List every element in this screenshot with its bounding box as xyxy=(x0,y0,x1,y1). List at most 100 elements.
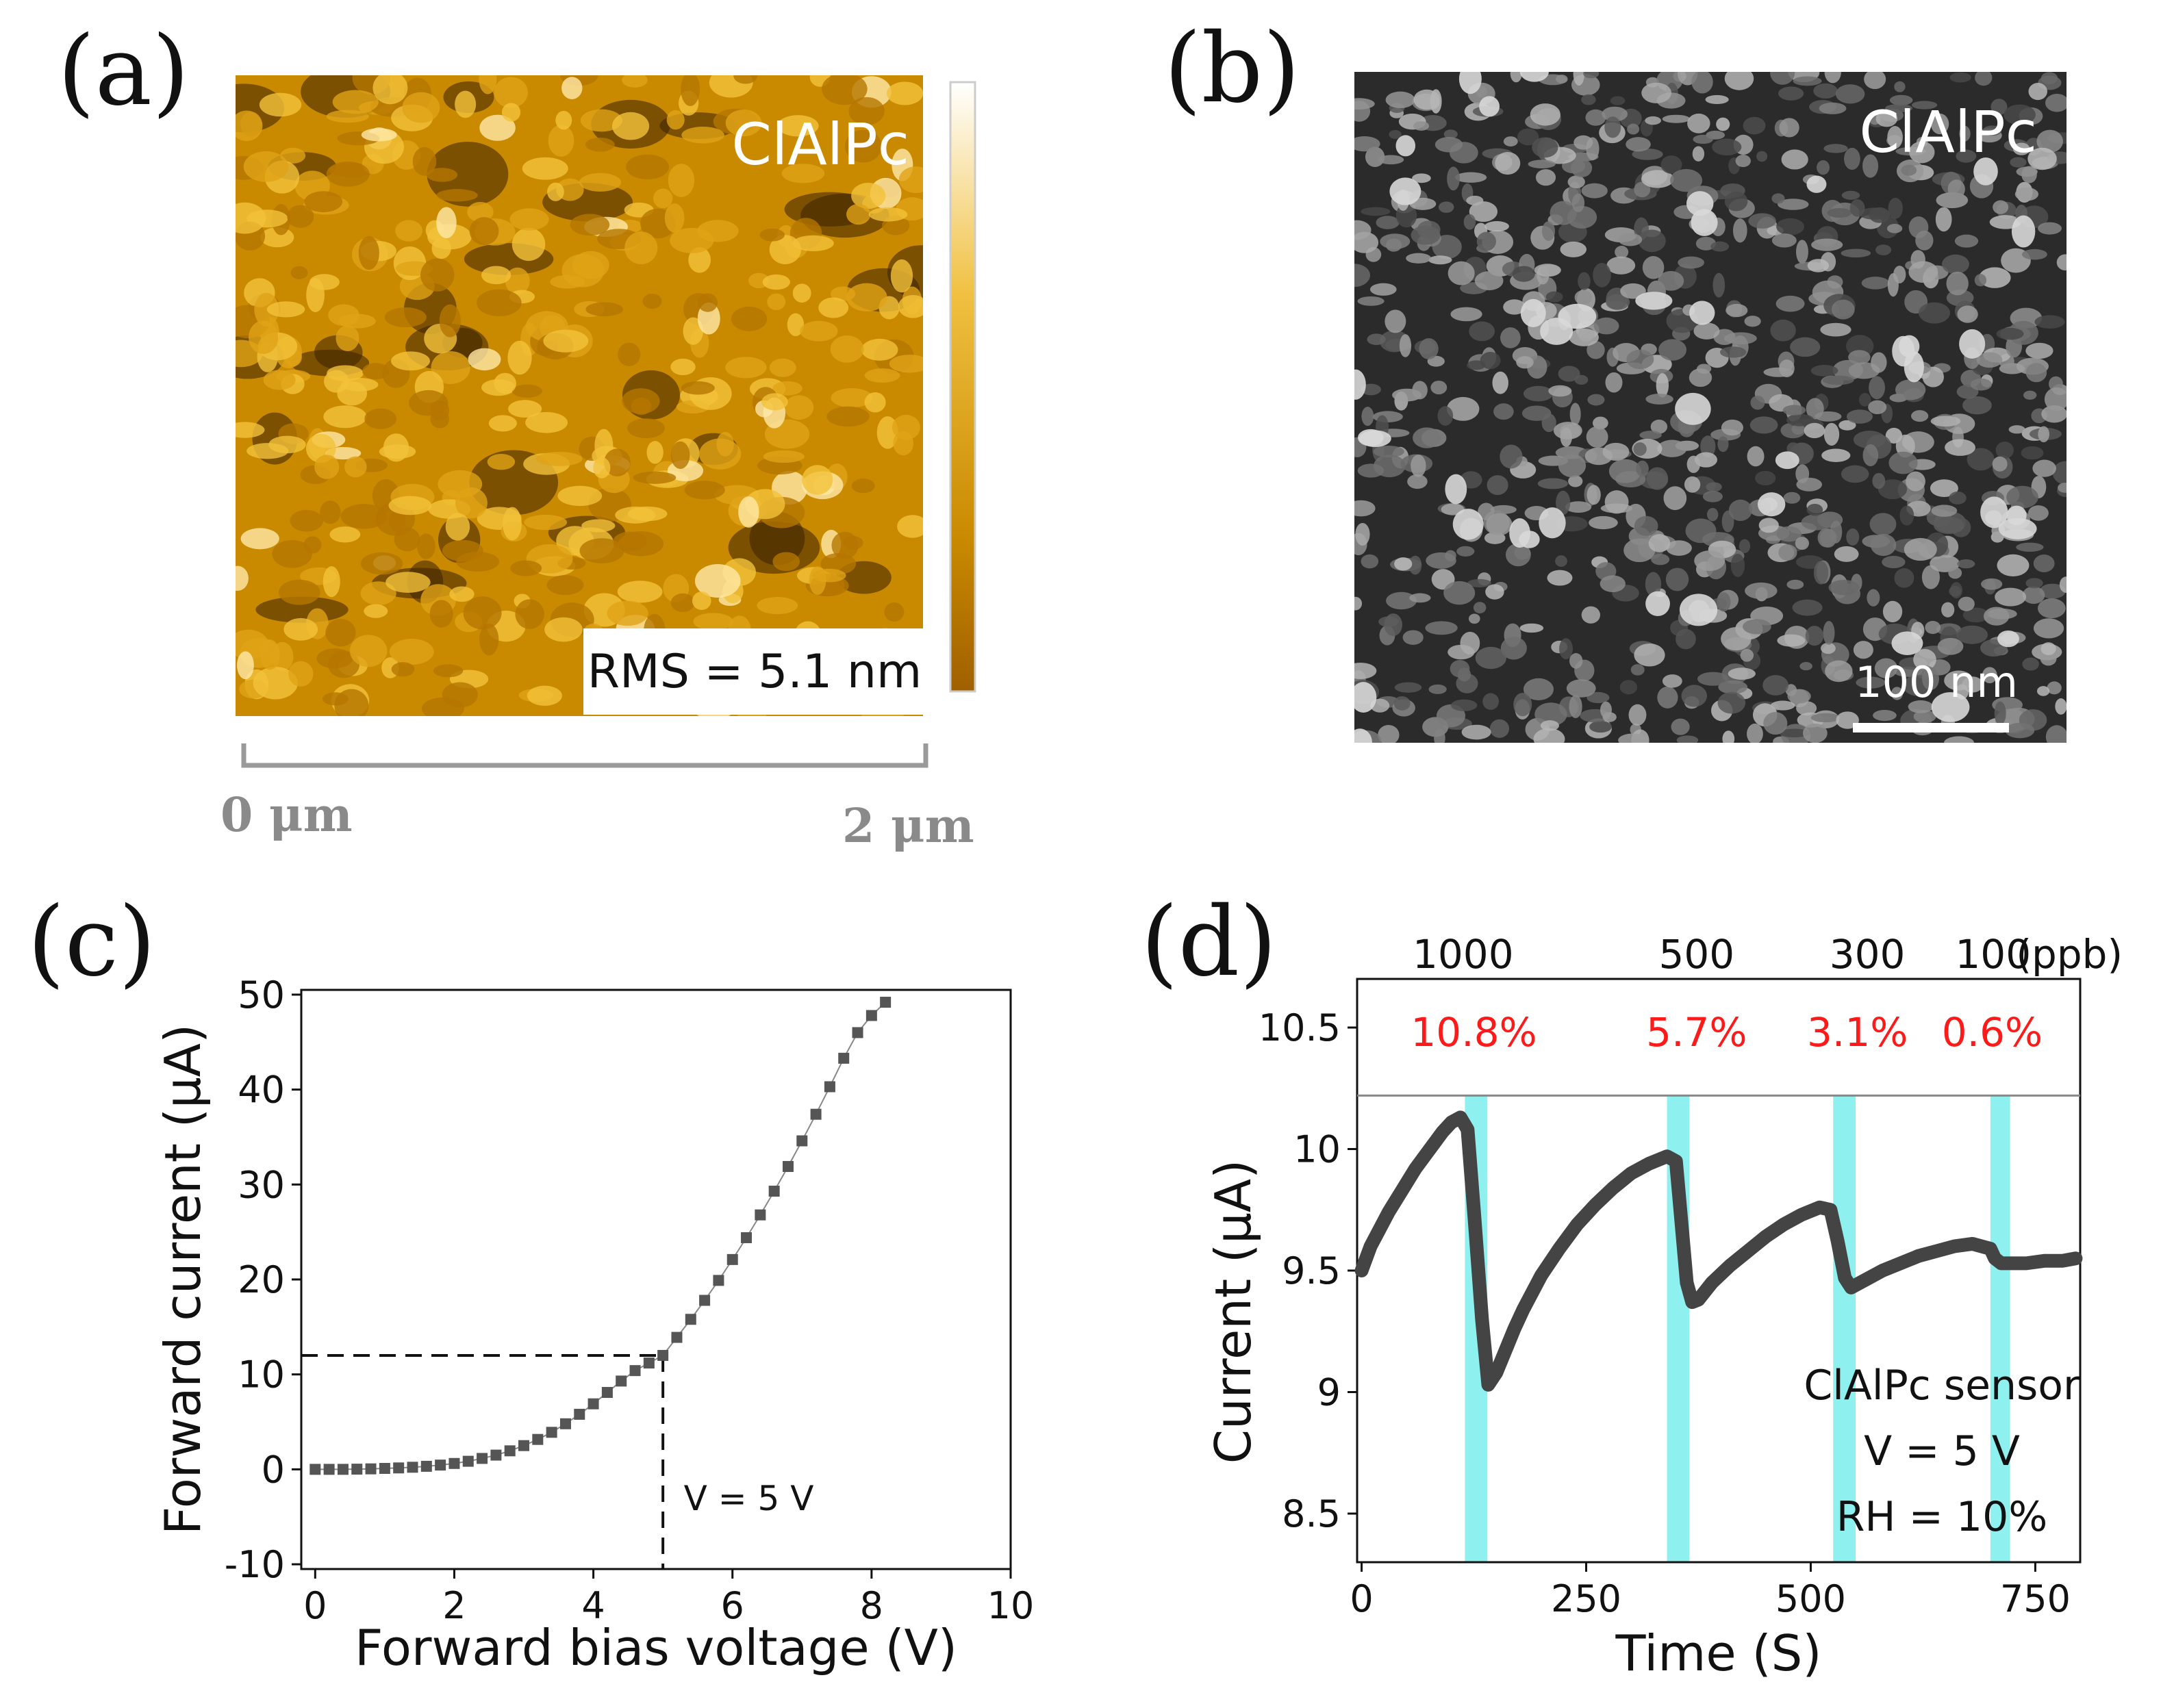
sem-grain xyxy=(1755,470,1776,486)
sem-grain xyxy=(1930,479,1958,498)
sem-grain xyxy=(1615,245,1629,259)
sem-bright-grain xyxy=(1689,301,1715,325)
sem-grain xyxy=(1700,435,1716,458)
sensing-x-tick-label: 500 xyxy=(1775,1577,1846,1620)
sem-grain xyxy=(1745,582,1778,600)
afm-grain xyxy=(509,208,549,231)
sem-grain xyxy=(1469,321,1495,342)
sem-grain xyxy=(1545,291,1563,303)
sem-grain xyxy=(2045,725,2066,743)
afm-grain xyxy=(846,283,887,311)
afm-grain xyxy=(456,552,500,572)
sem-grain xyxy=(1354,264,1371,288)
sem-grain xyxy=(1913,710,1936,724)
sem-grain xyxy=(1610,96,1626,105)
sem-grain xyxy=(1380,233,1411,249)
afm-grain xyxy=(409,390,448,416)
panel-a: (a) ClAlPc RMS = 5.1 nm 0 μm 2 μm xyxy=(58,16,976,854)
sem-grain xyxy=(1858,393,1871,407)
afm-grain xyxy=(455,90,477,118)
sem-grain xyxy=(1724,72,1754,90)
sem-grain xyxy=(1540,720,1559,731)
sem-grain xyxy=(2058,483,2066,493)
sem-grain xyxy=(2040,642,2056,656)
afm-grain xyxy=(236,110,263,142)
afm-grain xyxy=(593,457,611,479)
scale-end-label: 2 μm xyxy=(842,799,974,854)
afm-grain xyxy=(792,283,811,303)
sem-grain xyxy=(1693,322,1720,340)
sem-grain xyxy=(1796,477,1823,492)
afm-grain xyxy=(666,110,685,130)
sensing-y-tick-label: 9.5 xyxy=(1282,1249,1341,1292)
sem-grain xyxy=(1982,125,2002,136)
sem-grain xyxy=(1573,135,1593,150)
afm-grain xyxy=(364,408,397,429)
afm-grain xyxy=(884,602,905,622)
sem-grain xyxy=(1786,442,1800,455)
sem-grain xyxy=(1528,160,1556,169)
sem-grain xyxy=(1687,113,1710,133)
afm-grain xyxy=(759,228,785,242)
sem-bright-grain xyxy=(1635,292,1673,310)
sem-grain xyxy=(1662,114,1691,123)
sem-grain xyxy=(1556,74,1568,84)
sem-grain xyxy=(1658,270,1684,291)
afm-grain xyxy=(579,173,622,192)
afm-grain xyxy=(683,317,704,345)
sem-grain xyxy=(1834,546,1859,562)
sem-grain xyxy=(1778,86,1804,101)
sem-grain xyxy=(1995,587,2027,607)
sem-grain xyxy=(1956,625,1988,644)
afm-grain xyxy=(445,513,470,541)
sem-grain xyxy=(2005,722,2035,739)
sem-grain xyxy=(1378,155,1404,165)
iv-data-point xyxy=(726,1253,738,1265)
sem-grain xyxy=(1958,596,1975,611)
sem-grain xyxy=(1569,695,1582,718)
iv-data-point xyxy=(559,1418,571,1429)
afm-grain xyxy=(681,75,700,107)
afm-grain xyxy=(481,266,511,285)
sem-grain xyxy=(1412,173,1431,183)
iv-data-point xyxy=(504,1445,516,1457)
sem-grain xyxy=(1578,272,1591,290)
sem-bright-grain xyxy=(1997,630,2019,648)
sem-grain xyxy=(1750,395,1765,410)
afm-grain xyxy=(822,75,868,105)
afm-grain xyxy=(653,188,673,209)
sem-bright-grain xyxy=(2011,215,2036,248)
concentration-label: 300 xyxy=(1830,931,1906,978)
sem-grain xyxy=(2037,598,2066,619)
sem-grain xyxy=(1749,416,1778,434)
sem-grain xyxy=(1361,207,1391,216)
afm-grain xyxy=(581,519,616,533)
sem-grain xyxy=(1743,619,1771,635)
sem-grain xyxy=(1771,193,1785,204)
sem-grain xyxy=(2038,222,2062,235)
sem-grain xyxy=(1634,643,1665,667)
sem-grain xyxy=(1463,214,1476,230)
sem-grain xyxy=(1819,102,1847,114)
iv-chart: 0 2 4 6 8 10 -10 0 10 20 30 40 50 V = 5 V Forward bias… xyxy=(154,973,1034,1677)
afm-grain xyxy=(389,639,434,665)
afm-grain xyxy=(547,182,564,201)
afm-grain xyxy=(897,515,923,538)
iv-data-point xyxy=(477,1453,488,1464)
sem-grain xyxy=(1634,181,1651,198)
sem-grain xyxy=(1619,680,1638,695)
sem-bright-grain xyxy=(1479,96,1500,117)
sensing-y-axis-title: Current (μA) xyxy=(1204,1160,1262,1464)
sem-grain xyxy=(1906,471,1925,492)
sem-grain xyxy=(1891,687,1904,700)
sem-grain xyxy=(2006,485,2038,509)
sem-grain xyxy=(1878,479,1908,500)
sem-grain xyxy=(1786,579,1804,589)
sem-grain xyxy=(2034,315,2065,329)
sem-grain xyxy=(1354,136,1380,152)
sem-bright-grain xyxy=(1998,518,2037,539)
sem-grain xyxy=(1894,568,1914,588)
sensing-legend-line: ClAlPc sensor xyxy=(1804,1362,2080,1410)
sem-texture xyxy=(1354,72,2066,743)
iv-data-point xyxy=(810,1108,822,1120)
